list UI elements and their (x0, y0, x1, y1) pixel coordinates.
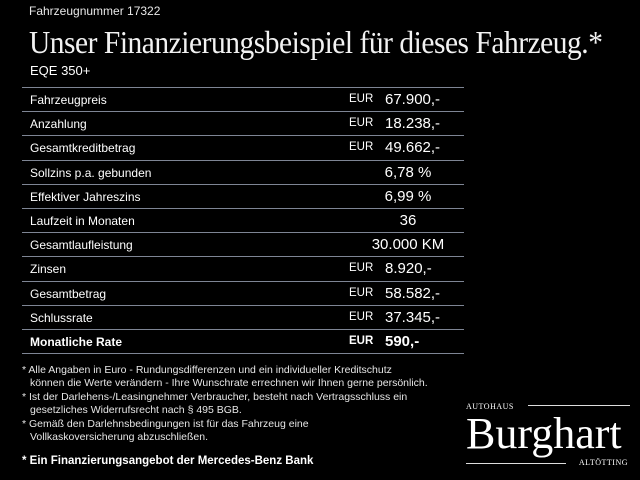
logo-name: Burghart (466, 409, 622, 458)
table-row: Anzahlung EUR 18.238,- (22, 112, 464, 137)
footnote: * Ist der Darlehens-/Leasingnehmer Verbr… (22, 390, 408, 403)
row-currency: EUR (349, 334, 374, 347)
row-value: 8.920,- (385, 260, 432, 278)
dealer-logo: Autohaus Burghart Altötting (466, 398, 630, 470)
row-currency: EUR (349, 286, 374, 299)
row-label: Sollzins p.a. gebunden (30, 165, 152, 180)
row-value: 67.900,- (385, 91, 441, 108)
vehicle-number: Fahrzeugnummer 17322 (29, 4, 161, 18)
row-label: Fahrzeugpreis (30, 93, 107, 107)
row-value: 6,78 % (384, 163, 432, 181)
row-value: 49.662,- (385, 139, 441, 157)
logo-top: Autohaus (466, 398, 514, 412)
row-currency: EUR (349, 93, 374, 105)
finance-table: Fahrzeugpreis EUR 67.900,- Anzahlung EUR 18.2… (22, 87, 464, 355)
table-row: Zinsen EUR 8.920,- (22, 257, 464, 282)
row-label: Laufzeit in Monaten (30, 213, 135, 228)
row-currency: EUR (349, 141, 374, 154)
footnotes: * Alle Angaben in Euro - Rundungsdiffere… (22, 364, 428, 444)
logo-divider (528, 405, 630, 406)
footnote: * Gemäß den Darlehnsbedingungen ist für … (22, 417, 309, 430)
table-row: Gesamtbetrag EUR 58.582,- (22, 282, 464, 306)
table-row: Schlussrate EUR 37.345,- (22, 306, 464, 330)
row-label: Monatliche Rate (30, 334, 123, 349)
table-row: Sollzins p.a. gebunden 6,78 % (22, 161, 464, 185)
row-label: Gesamtlaufleistung (30, 238, 133, 253)
bank-note: * Ein Finanzierungsangebot der Mercedes-… (22, 455, 314, 467)
logo-divider (466, 463, 566, 464)
row-value: 590,- (385, 332, 420, 350)
row-label: Zinsen (30, 262, 67, 277)
footnote: gesetzliches Widerrufsrecht nach § 495 B… (30, 404, 242, 417)
table-row: Laufzeit in Monaten 36 (22, 209, 464, 234)
row-value: 58.582,- (385, 284, 441, 302)
row-value: 30.000 KM (371, 236, 445, 254)
row-currency: EUR (349, 262, 374, 275)
table-row: Fahrzeugpreis EUR 67.900,- (22, 88, 464, 113)
table-row: Gesamtlaufleistung 30.000 KM (22, 233, 464, 258)
table-row: Monatliche Rate EUR 590,- (22, 330, 464, 355)
footnote: * Alle Angaben in Euro - Rundungsdiffere… (22, 364, 392, 376)
table-row: Effektiver Jahreszins 6,99 % (22, 185, 464, 209)
logo-bottom: Altötting (578, 456, 628, 468)
row-label: Anzahlung (30, 117, 87, 132)
model-name: EQE 350+ (30, 63, 91, 78)
table-row: Gesamtkreditbetrag EUR 49.662,- (22, 136, 464, 161)
row-currency: EUR (349, 117, 374, 130)
footnote: können die Werte verändern - Ihre Wunsch… (30, 377, 428, 390)
row-label: Effektiver Jahreszins (30, 189, 141, 204)
row-label: Schlussrate (30, 310, 93, 325)
row-value: 37.345,- (385, 308, 441, 326)
row-label: Gesamtbetrag (30, 286, 107, 301)
row-value: 6,99 % (384, 187, 432, 205)
footnote: Vollkaskoversicherung abzuschließen. (30, 431, 209, 444)
page-title: Unser Finanzierungsbeispiel für dieses F… (29, 24, 603, 60)
row-currency: EUR (349, 310, 374, 323)
row-value: 36 (399, 211, 417, 229)
row-label: Gesamtkreditbetrag (30, 141, 136, 156)
row-value: 18.238,- (385, 115, 441, 133)
